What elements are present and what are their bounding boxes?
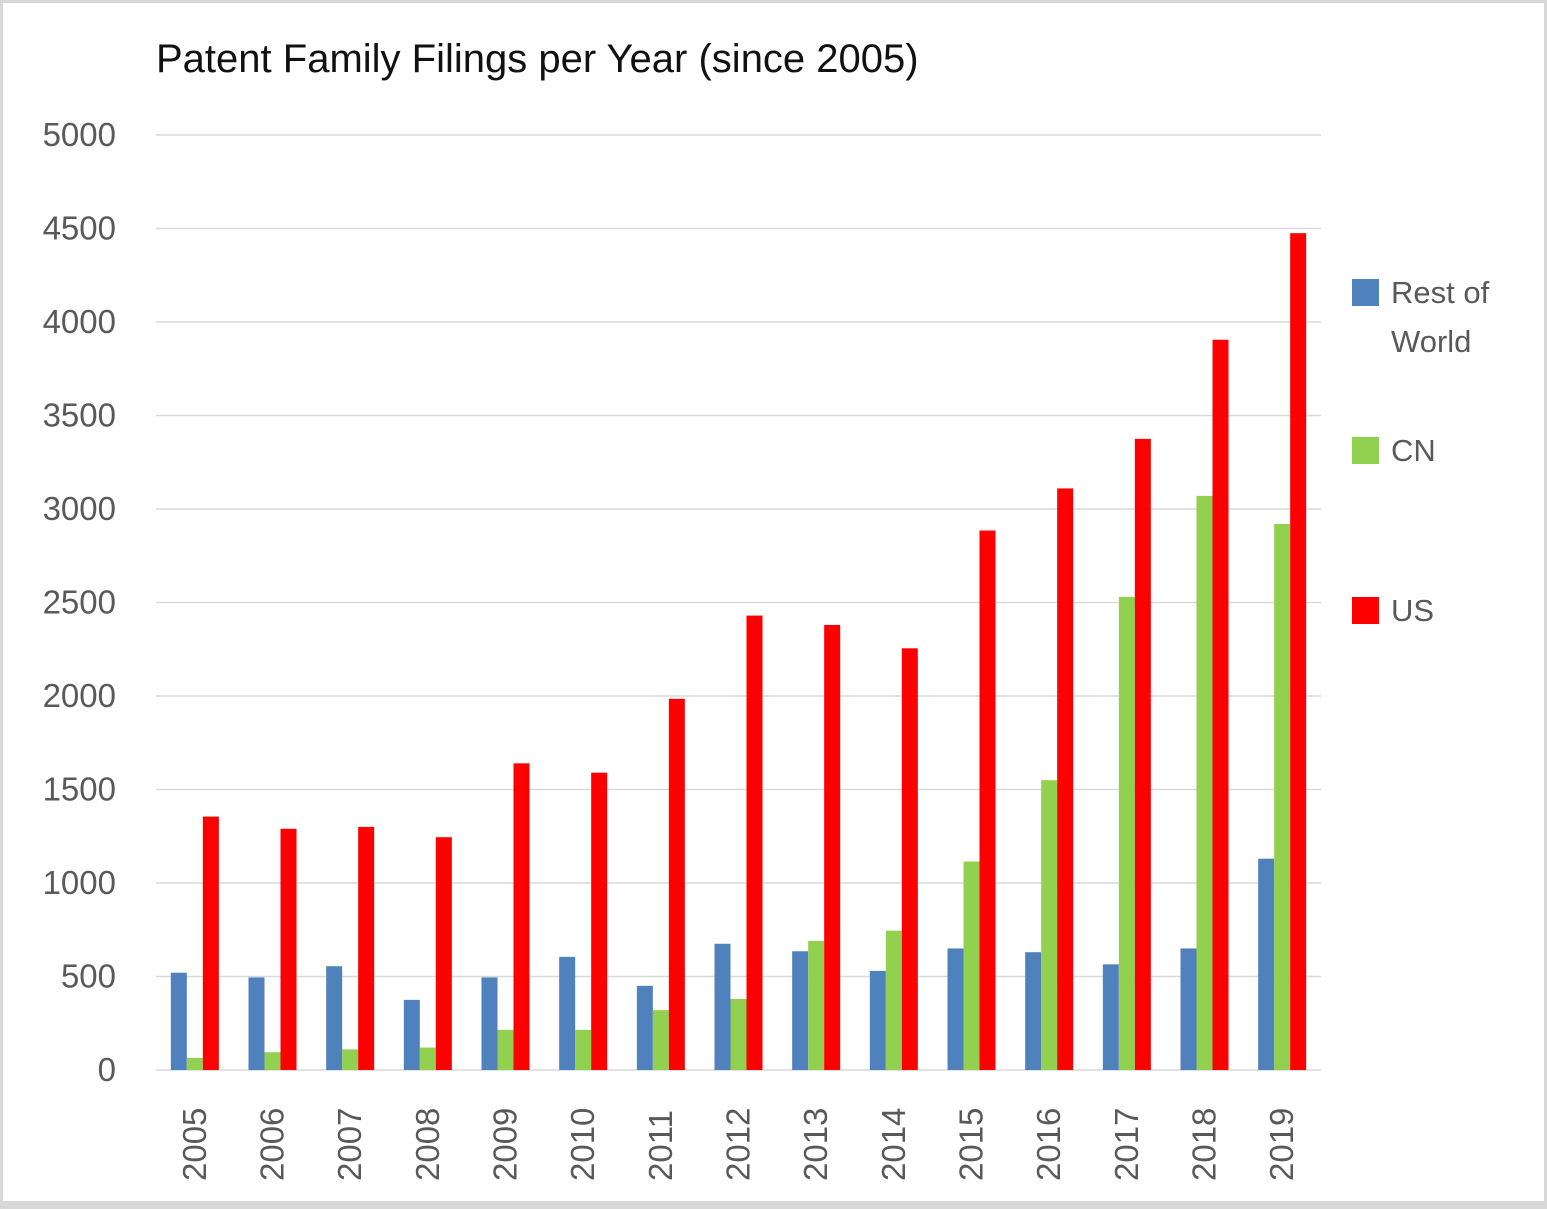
bar-rest-of-world-2011 <box>636 985 653 1070</box>
x-tick-label: 2005 <box>176 1108 213 1181</box>
x-tick-label: 2010 <box>564 1108 601 1181</box>
bar-us-2010 <box>591 772 608 1070</box>
bar-cn-2015 <box>963 861 980 1070</box>
y-tick-label: 2500 <box>43 584 116 621</box>
bar-rest-of-world-2008 <box>403 999 420 1070</box>
bar-us-2009 <box>513 763 530 1070</box>
x-tick-label: 2008 <box>409 1108 446 1181</box>
x-tick-label: 2017 <box>1108 1108 1145 1181</box>
legend-item-cn: CN <box>1352 426 1501 475</box>
bar-us-2006 <box>280 828 297 1070</box>
bar-us-2013 <box>824 624 841 1070</box>
bar-rest-of-world-2016 <box>1025 952 1042 1070</box>
x-tick-label: 2015 <box>953 1108 990 1181</box>
bar-us-2014 <box>901 648 918 1070</box>
bar-rest-of-world-2015 <box>947 948 964 1070</box>
legend-label: Rest of World <box>1391 275 1490 359</box>
y-tick-label: 3500 <box>43 397 116 434</box>
bar-rest-of-world-2018 <box>1180 948 1197 1070</box>
x-tick-label: 2013 <box>797 1108 834 1181</box>
bar-cn-2009 <box>497 1029 514 1070</box>
bar-us-2019 <box>1290 233 1307 1071</box>
bar-us-2012 <box>746 615 763 1070</box>
bar-us-2016 <box>1057 488 1074 1070</box>
bar-rest-of-world-2009 <box>481 977 498 1070</box>
x-tick-label: 2014 <box>875 1108 912 1181</box>
bar-cn-2016 <box>1041 780 1058 1070</box>
x-tick-label: 2019 <box>1263 1108 1300 1181</box>
bar-rest-of-world-2012 <box>714 943 731 1070</box>
y-tick-label: 4500 <box>43 210 116 247</box>
legend-item-us: US <box>1352 586 1501 635</box>
legend-swatch-us <box>1352 597 1379 624</box>
bar-us-2008 <box>435 837 452 1070</box>
bar-cn-2006 <box>264 1052 281 1070</box>
bar-rest-of-world-2017 <box>1102 964 1119 1070</box>
bar-rest-of-world-2010 <box>559 956 576 1070</box>
bar-cn-2019 <box>1274 523 1291 1070</box>
y-tick-label: 2000 <box>43 677 116 714</box>
bar-cn-2017 <box>1118 596 1135 1070</box>
y-tick-label: 500 <box>61 958 116 995</box>
bar-cn-2012 <box>730 998 747 1070</box>
bar-cn-2018 <box>1196 495 1213 1070</box>
bar-rest-of-world-2014 <box>869 970 886 1070</box>
legend-label: US <box>1391 593 1435 628</box>
bar-rest-of-world-2019 <box>1258 858 1275 1070</box>
y-tick-label: 1000 <box>43 864 116 901</box>
y-tick-label: 4000 <box>43 303 116 340</box>
bar-rest-of-world-2005 <box>170 972 187 1070</box>
x-tick-label: 2009 <box>487 1108 524 1181</box>
x-tick-label: 2018 <box>1186 1108 1223 1181</box>
bar-us-2005 <box>202 816 219 1070</box>
bar-us-2007 <box>358 826 375 1070</box>
legend: Rest of World CN US <box>1352 3 1522 1201</box>
x-tick-label: 2012 <box>720 1108 757 1181</box>
bar-rest-of-world-2013 <box>792 951 809 1070</box>
bar-us-2017 <box>1134 438 1151 1070</box>
bar-us-2015 <box>979 530 996 1070</box>
x-tick-label: 2006 <box>254 1108 291 1181</box>
legend-swatch-cn <box>1352 437 1379 464</box>
bar-cn-2011 <box>652 1010 669 1070</box>
y-tick-label: 5000 <box>43 116 116 153</box>
chart-title: Patent Family Filings per Year (since 20… <box>156 37 919 81</box>
y-tick-label: 1500 <box>43 771 116 808</box>
bar-cn-2005 <box>186 1057 203 1070</box>
legend-label: CN <box>1391 433 1436 468</box>
bar-rest-of-world-2007 <box>326 966 343 1070</box>
bar-cn-2008 <box>419 1047 436 1070</box>
x-tick-label: 2016 <box>1030 1108 1067 1181</box>
bar-cn-2010 <box>575 1029 592 1070</box>
bar-us-2011 <box>668 698 685 1070</box>
y-tick-label: 3000 <box>43 490 116 527</box>
x-tick-label: 2011 <box>642 1110 679 1181</box>
x-tick-label: 2007 <box>331 1108 368 1181</box>
bar-cn-2013 <box>808 940 825 1070</box>
bar-cn-2014 <box>885 930 902 1070</box>
bar-us-2018 <box>1212 339 1229 1070</box>
legend-swatch-rest-of-world <box>1352 279 1379 306</box>
bar-cn-2007 <box>342 1049 359 1070</box>
bar-rest-of-world-2006 <box>248 977 265 1070</box>
y-tick-label: 0 <box>98 1051 116 1088</box>
legend-item-rest-of-world: Rest of World <box>1352 268 1501 366</box>
plot-area: 0 500 1000 1500 2000 2500 3000 3500 4000 4500 5000… <box>43 116 1321 1181</box>
